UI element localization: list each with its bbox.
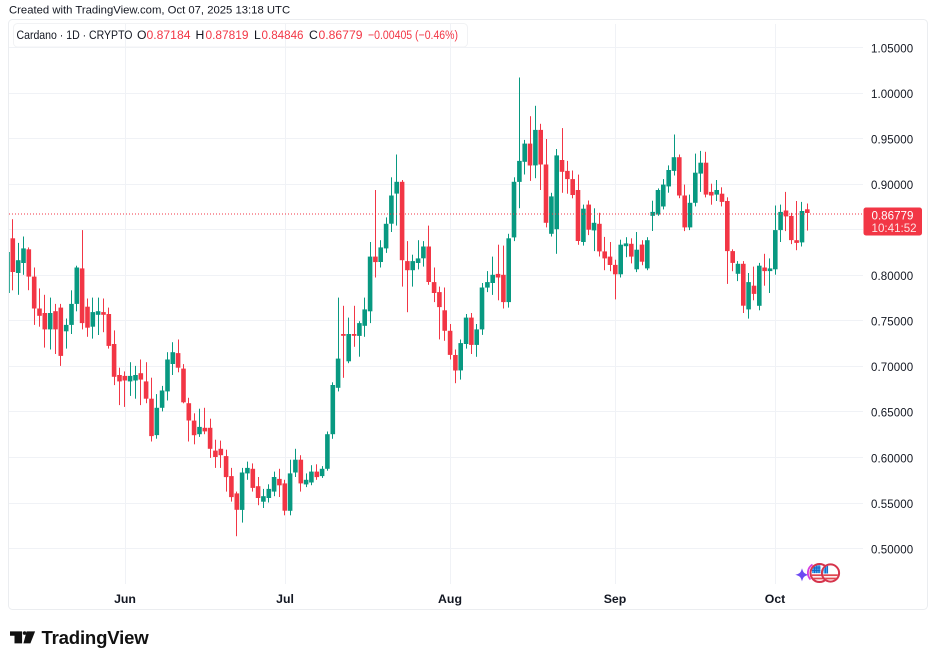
svg-text:0.86779: 0.86779 <box>319 28 363 42</box>
svg-text:Created with TradingView.com,: Created with TradingView.com, Oct 07, 20… <box>9 5 290 17</box>
svg-text:−0.00405 (−0.46%): −0.00405 (−0.46%) <box>368 28 458 42</box>
svg-text:0.95000: 0.95000 <box>871 134 913 146</box>
svg-text:0.55000: 0.55000 <box>871 499 913 511</box>
svg-text:0.87184: 0.87184 <box>147 28 191 42</box>
svg-text:0.75000: 0.75000 <box>871 317 913 329</box>
svg-text:TradingView: TradingView <box>42 627 150 648</box>
svg-text:L: L <box>254 28 261 42</box>
svg-text:0.50000: 0.50000 <box>871 544 913 556</box>
svg-text:0.80000: 0.80000 <box>871 271 913 283</box>
svg-text:0.60000: 0.60000 <box>871 453 913 465</box>
svg-text:10:41:52: 10:41:52 <box>872 222 917 235</box>
svg-text:0.70000: 0.70000 <box>871 362 913 374</box>
svg-text:0.87819: 0.87819 <box>206 28 249 42</box>
svg-text:1.00000: 1.00000 <box>871 89 913 101</box>
svg-text:H: H <box>196 28 205 42</box>
svg-text:Cardano · 1D · CRYPTO: Cardano · 1D · CRYPTO <box>17 28 133 42</box>
svg-text:1.05000: 1.05000 <box>871 43 913 55</box>
svg-text:O: O <box>137 28 146 42</box>
svg-text:C: C <box>309 28 318 42</box>
svg-text:0.86779: 0.86779 <box>872 210 914 223</box>
svg-text:0.90000: 0.90000 <box>871 180 913 192</box>
svg-text:Oct: Oct <box>765 592 786 606</box>
svg-text:Aug: Aug <box>438 592 462 606</box>
svg-text:0.65000: 0.65000 <box>871 408 913 420</box>
svg-text:Sep: Sep <box>604 592 627 606</box>
svg-text:Jul: Jul <box>276 592 294 606</box>
svg-text:Jun: Jun <box>114 592 136 606</box>
svg-text:0.84846: 0.84846 <box>262 28 304 42</box>
